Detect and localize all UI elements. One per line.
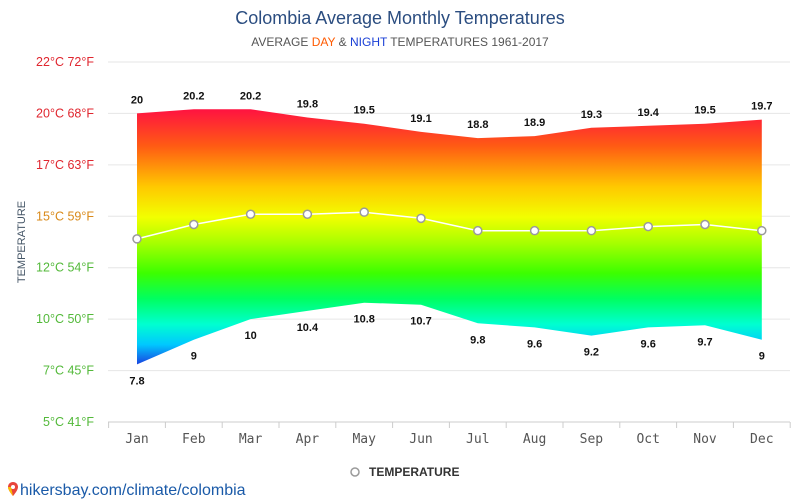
x-axis-ticks: Jan Feb Mar Apr May Jun Jul Aug Sep Oct Nov Dec xyxy=(108,421,791,447)
data-labels: 20 20.2 20.2 19.8 19.5 19.1 18.8 18.9 19.3 19.4 19… xyxy=(129,90,772,387)
y-tick-label: 20°C 68°F xyxy=(36,106,94,120)
mean-temperature-line xyxy=(136,211,762,240)
mean-temperature-point[interactable] xyxy=(757,225,767,236)
night-value-label: 9.6 xyxy=(641,338,656,350)
day-value-label: 19.7 xyxy=(751,101,772,113)
night-value-label: 10.8 xyxy=(353,314,374,326)
night-value-label: 9 xyxy=(759,351,765,363)
x-tick-label: Jan xyxy=(125,432,148,447)
mean-temperature-point[interactable] xyxy=(302,209,313,219)
x-tick-label: Feb xyxy=(182,432,206,447)
legend-label: TEMPERATURE xyxy=(369,465,459,479)
legend-marker xyxy=(350,467,360,477)
night-value-label: 7.8 xyxy=(129,375,144,387)
y-tick-label: 17°C 63°F xyxy=(36,158,94,172)
mean-temperature-point[interactable] xyxy=(700,219,710,230)
mean-temperature-point[interactable] xyxy=(189,219,199,230)
day-value-label: 20.2 xyxy=(183,90,204,102)
subtitle-prefix: AVERAGE xyxy=(251,35,311,49)
mean-temperature-point[interactable] xyxy=(359,207,369,217)
day-night-range-area xyxy=(137,109,762,365)
night-value-label: 10 xyxy=(244,330,256,342)
night-value-label: 9 xyxy=(191,351,197,363)
x-tick-label: Apr xyxy=(296,432,320,447)
temperature-range xyxy=(137,109,762,365)
mean-temperature-series xyxy=(132,207,767,244)
source-text: hikersbay.com/climate/colombia xyxy=(20,482,246,499)
day-value-label: 18.9 xyxy=(524,117,545,129)
mean-temperature-point[interactable] xyxy=(643,221,653,232)
mean-temperature-point[interactable] xyxy=(473,225,483,236)
y-tick-label: 22°C 72°F xyxy=(36,55,94,69)
day-value-label: 18.8 xyxy=(467,119,488,131)
night-value-label: 9.2 xyxy=(584,347,599,359)
mean-temperature-point[interactable] xyxy=(586,225,597,236)
chart-title: Colombia Average Monthly Temperatures xyxy=(235,8,565,28)
x-tick-label: Sep xyxy=(580,432,604,447)
day-value-label: 20 xyxy=(131,94,143,106)
mean-temperature-point[interactable] xyxy=(529,225,540,236)
mean-temperature-point[interactable] xyxy=(245,209,256,219)
x-tick-label: May xyxy=(352,432,376,447)
y-axis-label: TEMPERATURE xyxy=(16,201,28,283)
night-value-label: 9.6 xyxy=(527,338,542,350)
x-tick-label: Nov xyxy=(693,432,717,447)
night-value-label: 10.4 xyxy=(297,322,319,334)
chart-subtitle: AVERAGE DAY & NIGHT TEMPERATURES 1961-20… xyxy=(251,35,549,49)
day-value-label: 19.5 xyxy=(694,105,715,117)
x-tick-label: Oct xyxy=(636,432,659,447)
map-pin-icon xyxy=(7,482,18,496)
y-tick-label: 7°C 45°F xyxy=(43,364,94,378)
source-link[interactable]: hikersbay.com/climate/colombia xyxy=(7,482,246,499)
x-tick-label: Mar xyxy=(239,432,263,447)
day-value-label: 19.5 xyxy=(353,105,374,117)
y-tick-label: 5°C 41°F xyxy=(43,415,94,429)
night-value-label: 9.7 xyxy=(697,336,712,348)
night-value-label: 10.7 xyxy=(410,316,431,328)
night-value-label: 9.8 xyxy=(470,334,485,346)
y-tick-label: 10°C 50°F xyxy=(36,312,94,326)
subtitle-night: NIGHT xyxy=(350,35,388,49)
y-tick-label: 12°C 54°F xyxy=(36,261,94,275)
mean-temperature-point[interactable] xyxy=(132,234,142,244)
legend[interactable]: TEMPERATURE xyxy=(350,465,459,479)
x-tick-label: Jun xyxy=(409,432,432,447)
x-tick-label: Dec xyxy=(750,432,773,447)
subtitle-amp: & xyxy=(335,35,350,49)
subtitle-day: DAY xyxy=(312,35,336,49)
day-value-label: 19.3 xyxy=(581,109,602,121)
day-value-label: 19.4 xyxy=(637,107,659,119)
mean-temperature-point[interactable] xyxy=(416,213,426,224)
subtitle-suffix: TEMPERATURES 1961-2017 xyxy=(387,35,549,49)
day-value-label: 20.2 xyxy=(240,90,261,102)
x-tick-label: Jul xyxy=(466,432,489,447)
day-value-label: 19.1 xyxy=(410,113,431,125)
y-tick-label: 15°C 59°F xyxy=(36,209,94,223)
y-axis-ticks: 5°C 41°F 7°C 45°F 10°C 50°F 12°C 54°F 15°C 5… xyxy=(36,55,94,429)
day-value-label: 19.8 xyxy=(297,99,318,111)
x-tick-label: Aug xyxy=(523,432,546,447)
